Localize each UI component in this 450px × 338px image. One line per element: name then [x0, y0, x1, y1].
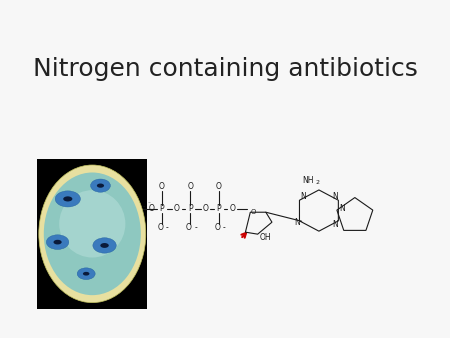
Text: -: - — [194, 223, 197, 232]
Text: O: O — [214, 223, 220, 232]
Text: -: - — [143, 203, 145, 209]
Text: O: O — [157, 223, 163, 232]
Ellipse shape — [100, 243, 109, 248]
Ellipse shape — [46, 235, 69, 249]
Text: O: O — [159, 182, 165, 191]
Ellipse shape — [90, 179, 110, 192]
Ellipse shape — [54, 240, 62, 244]
Text: NH: NH — [302, 176, 314, 185]
Text: O: O — [174, 204, 180, 213]
Text: N: N — [340, 204, 345, 213]
Ellipse shape — [39, 165, 146, 303]
Ellipse shape — [44, 172, 141, 295]
Text: O: O — [230, 204, 235, 213]
Text: O: O — [187, 182, 193, 191]
Text: OH: OH — [260, 233, 271, 242]
Text: O: O — [186, 223, 192, 232]
Text: O: O — [202, 204, 208, 213]
Text: ⁻: ⁻ — [148, 202, 151, 207]
Text: 2: 2 — [316, 180, 320, 185]
Text: N: N — [332, 220, 338, 230]
Text: O: O — [148, 204, 154, 213]
Text: -: - — [166, 223, 168, 232]
Ellipse shape — [97, 184, 104, 188]
Ellipse shape — [63, 196, 72, 201]
Ellipse shape — [55, 191, 81, 207]
Text: P: P — [216, 204, 221, 213]
Text: N: N — [295, 218, 301, 227]
Ellipse shape — [77, 268, 95, 280]
Text: O: O — [251, 209, 256, 215]
Text: -: - — [223, 223, 225, 232]
Text: P: P — [188, 204, 193, 213]
Text: O: O — [216, 182, 222, 191]
Ellipse shape — [59, 190, 126, 258]
Text: N: N — [332, 192, 338, 201]
Text: Nitrogen containing antibiotics: Nitrogen containing antibiotics — [32, 57, 418, 81]
Ellipse shape — [83, 272, 90, 275]
Ellipse shape — [93, 238, 116, 253]
Bar — [37, 159, 148, 309]
Text: P: P — [159, 204, 164, 213]
Text: N: N — [300, 192, 306, 201]
